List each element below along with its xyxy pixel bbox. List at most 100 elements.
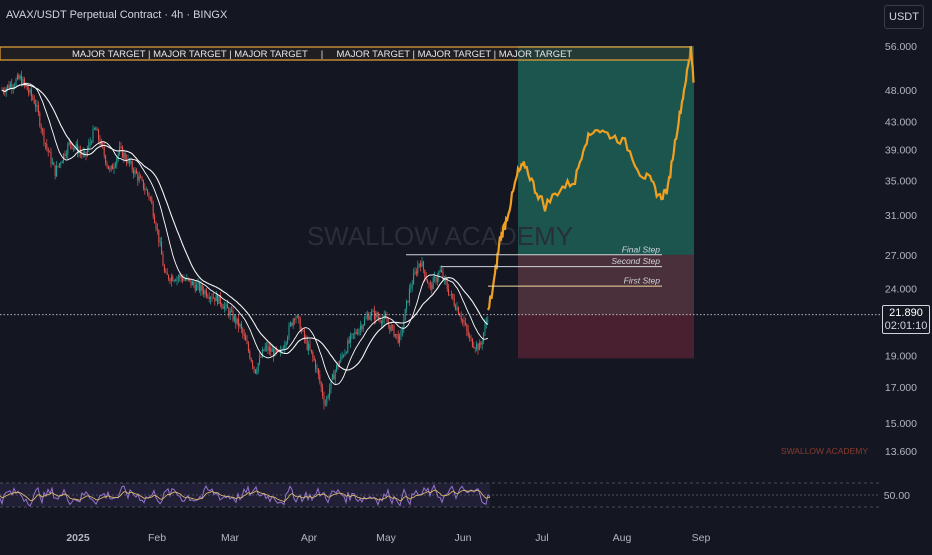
candle-body bbox=[68, 141, 70, 145]
candle-body bbox=[165, 271, 167, 273]
candle-body bbox=[343, 355, 345, 357]
candle-body bbox=[232, 310, 234, 321]
candle-body bbox=[250, 358, 252, 362]
candle-body bbox=[317, 368, 319, 375]
candle-body bbox=[245, 335, 247, 341]
candle-body bbox=[427, 279, 429, 284]
candle-body bbox=[466, 324, 468, 331]
projected-price-path[interactable] bbox=[486, 45, 695, 311]
candle-body bbox=[337, 364, 339, 367]
candle-body bbox=[333, 374, 335, 380]
time-tick-label: May bbox=[376, 532, 397, 544]
time-tick-label: 2025 bbox=[66, 532, 90, 544]
candle-body bbox=[57, 165, 59, 167]
moving-average-line bbox=[1, 82, 489, 386]
candle-body bbox=[266, 345, 268, 347]
time-tick-label: Aug bbox=[613, 532, 632, 544]
step-label: Final Step bbox=[622, 244, 661, 254]
candle-body bbox=[480, 343, 482, 345]
candle-body bbox=[429, 283, 431, 285]
candle-body bbox=[361, 325, 363, 330]
candle-body bbox=[67, 144, 69, 155]
candle-body bbox=[243, 333, 245, 336]
candle-body bbox=[175, 280, 177, 282]
candle-body bbox=[72, 147, 74, 149]
candle-body bbox=[84, 151, 86, 153]
candle-body bbox=[158, 229, 160, 243]
candle-body bbox=[103, 147, 105, 156]
candle-body bbox=[15, 79, 17, 86]
candle-body bbox=[246, 340, 248, 344]
candle-body bbox=[483, 332, 485, 342]
candle-body bbox=[470, 337, 472, 339]
price-axis: 56.000 48.000 43.000 39.000 35.000 31.000 27.0… bbox=[884, 41, 917, 502]
candle-body bbox=[47, 147, 49, 152]
candle-body bbox=[8, 84, 10, 89]
price-tick-label: 19.000 bbox=[885, 350, 917, 362]
candle-body bbox=[123, 152, 125, 158]
candle-body bbox=[51, 162, 53, 164]
candle-body bbox=[299, 318, 301, 332]
candle-body bbox=[19, 76, 21, 79]
candle-body bbox=[456, 307, 458, 310]
candle-body bbox=[424, 269, 426, 278]
candle-body bbox=[392, 325, 394, 327]
candle-body bbox=[168, 274, 170, 280]
candle-body bbox=[138, 176, 140, 181]
candle-body bbox=[319, 374, 321, 383]
candle-body bbox=[35, 103, 37, 107]
price-tick-label: 43.000 bbox=[885, 117, 917, 129]
candle-body bbox=[484, 323, 486, 333]
candle-body bbox=[303, 330, 305, 339]
candle-body bbox=[36, 105, 38, 107]
candle-body bbox=[292, 319, 294, 326]
candle-body bbox=[477, 343, 479, 351]
candle-body bbox=[449, 294, 451, 296]
candle-body bbox=[413, 273, 415, 285]
candle-body bbox=[28, 90, 30, 93]
candle-body bbox=[133, 169, 135, 175]
candle-body bbox=[205, 290, 207, 297]
candle-body bbox=[438, 271, 440, 278]
candle-body bbox=[366, 315, 368, 318]
candle-body bbox=[177, 277, 179, 278]
candle-body bbox=[141, 177, 143, 180]
candle-body bbox=[100, 142, 102, 145]
candle-body bbox=[411, 284, 413, 288]
candle-body bbox=[18, 75, 20, 79]
candle-body bbox=[53, 162, 55, 166]
candle-body bbox=[201, 284, 203, 291]
candle-body bbox=[271, 349, 273, 352]
candle-body bbox=[190, 279, 192, 286]
candle-body bbox=[99, 139, 101, 145]
candle-body bbox=[140, 176, 142, 178]
candle-body bbox=[306, 339, 308, 350]
candle-body bbox=[203, 290, 205, 294]
candle-body bbox=[154, 216, 156, 224]
current-price-value: 21.890 bbox=[889, 307, 923, 319]
candle-body bbox=[130, 161, 132, 163]
candle-body bbox=[235, 316, 237, 324]
candle-body bbox=[401, 329, 403, 331]
candle-body bbox=[404, 308, 406, 321]
candle-body bbox=[225, 303, 227, 306]
major-target-banner[interactable] bbox=[0, 46, 691, 61]
candle-body bbox=[95, 128, 97, 131]
currency-button[interactable]: USDT bbox=[884, 5, 924, 29]
price-tick-label: 24.000 bbox=[885, 283, 917, 295]
candle-body bbox=[211, 297, 213, 299]
time-tick-label: Mar bbox=[221, 532, 240, 544]
price-tick-label: 56.000 bbox=[885, 41, 917, 53]
candle-body bbox=[169, 279, 171, 282]
moving-average-line bbox=[1, 83, 489, 371]
candle-body bbox=[63, 153, 65, 162]
candle-body bbox=[320, 382, 322, 388]
candle-body bbox=[229, 311, 231, 316]
candle-body bbox=[196, 284, 198, 291]
candle-body bbox=[112, 165, 114, 170]
candle-body bbox=[467, 330, 469, 336]
candle-body bbox=[131, 161, 133, 170]
candle-body bbox=[21, 76, 23, 86]
stop-loss-zone[interactable] bbox=[518, 254, 694, 359]
